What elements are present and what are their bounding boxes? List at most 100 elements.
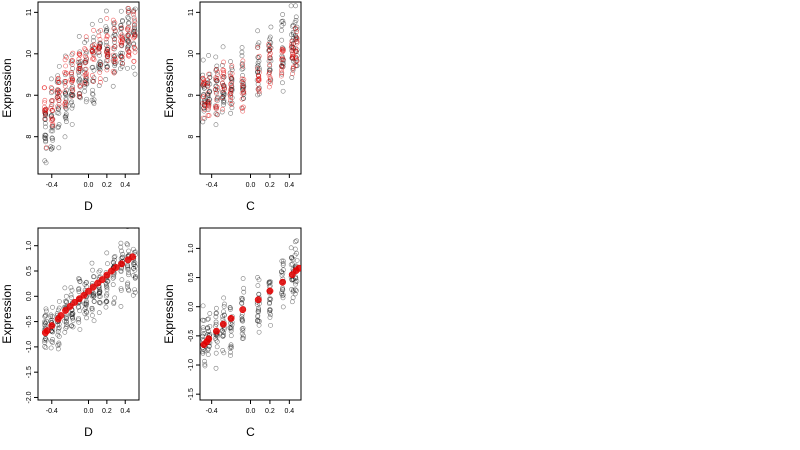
point-red: [131, 28, 136, 34]
point-black: [119, 277, 125, 283]
fitted-point: [108, 267, 115, 275]
point-red: [97, 76, 103, 82]
point-black: [125, 14, 131, 20]
point-black: [50, 329, 56, 335]
point-red: [63, 71, 69, 77]
point-black: [213, 365, 219, 371]
point-black: [118, 23, 124, 28]
point-red: [48, 106, 54, 111]
point-red: [256, 77, 262, 83]
point-black: [50, 304, 55, 310]
point-black: [294, 278, 300, 284]
point-red: [77, 93, 83, 99]
point-red: [278, 57, 284, 62]
point-black: [293, 14, 299, 20]
point-black: [69, 122, 75, 127]
point-red: [62, 104, 68, 110]
point-black: [63, 119, 69, 125]
point-black: [280, 292, 286, 298]
point-red: [267, 48, 273, 53]
point-black: [255, 42, 261, 48]
point-black: [125, 282, 130, 287]
point-black: [56, 122, 62, 127]
point-black: [90, 99, 96, 105]
point-red: [82, 81, 88, 86]
point-black: [213, 311, 219, 316]
point-black: [125, 65, 130, 71]
y-tick-label: 11: [188, 9, 195, 16]
point-black: [279, 23, 285, 29]
point-red: [105, 51, 111, 57]
point-black: [214, 63, 220, 69]
point-red: [126, 6, 132, 11]
point-red: [205, 101, 211, 107]
point-red: [63, 78, 69, 84]
point-red: [214, 106, 219, 112]
point-red: [83, 66, 89, 72]
point-black: [266, 281, 272, 287]
fitted-point: [279, 278, 286, 286]
point-black: [70, 66, 76, 71]
fitted-point: [254, 296, 262, 304]
point-black: [214, 72, 220, 78]
point-black: [112, 254, 118, 259]
point-red: [49, 88, 55, 94]
point-black: [42, 113, 48, 119]
fitted-point: [266, 287, 274, 295]
point-red: [214, 112, 220, 117]
point-black: [91, 299, 97, 304]
point-black: [279, 27, 284, 33]
point-red: [278, 73, 284, 79]
point-black: [256, 277, 262, 283]
y-tick-label: -0.5: [26, 315, 33, 327]
point-red: [267, 55, 273, 61]
point-black: [132, 19, 138, 25]
point-black: [89, 260, 95, 266]
point-black: [293, 275, 299, 281]
point-black: [104, 39, 109, 45]
point-black: [202, 358, 207, 364]
point-red: [82, 80, 88, 85]
point-red: [70, 50, 76, 56]
point-black: [280, 285, 285, 291]
point-red: [76, 51, 82, 57]
point-black: [97, 289, 103, 295]
point-black: [294, 238, 300, 244]
point-red: [289, 52, 295, 57]
point-black: [280, 88, 286, 94]
point-red: [50, 117, 55, 123]
point-black: [126, 43, 132, 49]
point-black: [68, 311, 74, 317]
point-red: [56, 79, 62, 85]
point-black: [202, 330, 208, 336]
point-black: [213, 111, 219, 117]
point-black: [214, 310, 219, 316]
point-black: [104, 299, 110, 304]
point-black: [70, 103, 76, 109]
point-black: [293, 3, 298, 9]
point-black: [126, 248, 132, 254]
point-black: [55, 342, 61, 348]
point-black: [268, 24, 274, 30]
point-black: [229, 77, 235, 83]
point-red: [256, 76, 262, 81]
point-red: [62, 100, 68, 106]
fitted-point: [103, 271, 111, 279]
point-black: [279, 272, 285, 278]
point-red: [76, 66, 82, 71]
point-black: [62, 298, 68, 304]
point-red: [69, 70, 74, 75]
point-black: [48, 146, 54, 152]
point-black: [77, 279, 83, 284]
point-black: [267, 36, 273, 42]
point-black: [202, 361, 208, 367]
y-tick-label: 9: [26, 93, 33, 97]
point-black: [219, 109, 225, 115]
point-black: [55, 73, 61, 79]
y-tick-label: 10: [188, 50, 195, 58]
point-black: [200, 303, 206, 309]
point-black: [239, 53, 245, 59]
point-red: [279, 49, 285, 55]
point-black: [206, 328, 212, 334]
y-axis-label: Expression: [162, 284, 176, 343]
